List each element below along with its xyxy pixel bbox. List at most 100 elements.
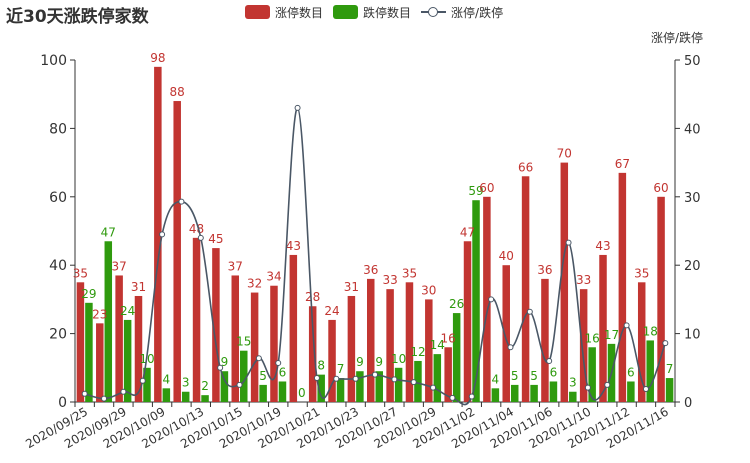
bar-limit-down — [510, 384, 519, 402]
legend-item-limit-down[interactable]: 跌停数目 — [333, 4, 411, 21]
bar-limit-up — [134, 295, 143, 402]
bar-label-limit-down: 5 — [511, 369, 519, 383]
bar-limit-down — [588, 347, 596, 402]
bar-label-limit-down: 2 — [201, 379, 209, 393]
bar-limit-up — [192, 237, 201, 402]
bar-limit-up — [444, 347, 452, 402]
bar-label-limit-up: 32 — [247, 277, 262, 291]
bar-limit-down — [220, 371, 229, 402]
line-ratio-point — [468, 393, 475, 400]
legend-swatch-limit-up — [245, 5, 270, 19]
line-ratio-point — [546, 357, 553, 364]
line-ratio-point — [217, 364, 224, 371]
bar-limit-up — [618, 172, 627, 402]
bar-label-limit-up: 43 — [286, 239, 301, 253]
bar-limit-down — [259, 384, 267, 402]
bar-limit-down — [317, 374, 325, 402]
y-right-tick-label: 10 — [684, 328, 701, 343]
bar-label-limit-down: 10 — [391, 352, 406, 366]
bar-label-limit-down: 5 — [530, 369, 538, 383]
bar-limit-down — [104, 241, 113, 402]
line-ratio-point — [275, 360, 282, 367]
bar-label-limit-down: 16 — [585, 331, 600, 345]
bar-label-limit-down: 26 — [449, 297, 464, 311]
legend-item-ratio[interactable]: 涨停/跌停 — [421, 4, 503, 21]
bar-limit-down — [336, 378, 345, 402]
bar-limit-up — [96, 323, 104, 402]
bar-label-limit-down: 24 — [120, 304, 135, 318]
chart-title: 近30天涨跌停家数 — [6, 7, 149, 27]
bar-limit-up — [502, 265, 510, 402]
bar-limit-down — [665, 378, 674, 402]
y-left-tick-label: 20 — [49, 327, 67, 343]
bar-label-limit-up: 16 — [441, 331, 456, 345]
bar-limit-up — [250, 292, 259, 402]
bar-limit-up — [154, 66, 162, 402]
bar-limit-down — [143, 367, 151, 402]
legend-item-limit-up[interactable]: 涨停数目 — [245, 4, 323, 21]
bar-limit-up — [599, 254, 607, 402]
bar-limit-down — [530, 384, 538, 402]
line-ratio-point — [430, 384, 437, 391]
bar-limit-down — [394, 367, 403, 402]
bar-limit-up — [212, 248, 220, 402]
bar-label-limit-down: 9 — [221, 355, 229, 369]
bar-limit-down — [452, 313, 461, 402]
bar-label-limit-down: 0 — [298, 386, 306, 400]
line-ratio-point — [604, 381, 611, 388]
bar-limit-down — [85, 302, 93, 402]
line-ratio-point — [139, 377, 146, 384]
legend-line-marker-icon — [421, 5, 447, 19]
line-ratio-point — [642, 386, 649, 393]
bar-label-limit-up: 28 — [305, 290, 320, 304]
bar-limit-down — [162, 388, 171, 402]
bar-limit-up — [231, 275, 240, 402]
bar-limit-down — [356, 371, 364, 402]
bar-label-limit-down: 3 — [182, 376, 190, 390]
bar-limit-down — [646, 340, 654, 402]
y-right-tick-label: 0 — [684, 396, 692, 411]
y-left-tick-label: 40 — [49, 258, 67, 274]
bar-label-limit-down: 4 — [163, 372, 171, 386]
line-ratio-point — [120, 388, 127, 395]
line-ratio-point — [197, 234, 204, 241]
bar-limit-up — [463, 241, 472, 402]
y-right-tick-label: 20 — [684, 259, 701, 274]
bar-label-limit-up: 36 — [537, 263, 552, 277]
bar-limit-down — [549, 381, 558, 402]
bar-label-limit-up: 98 — [150, 51, 165, 65]
bar-label-limit-up: 37 — [228, 259, 243, 273]
bar-limit-up — [76, 282, 85, 402]
bar-label-limit-up: 31 — [131, 280, 146, 294]
bar-limit-up — [270, 285, 278, 402]
bar-label-limit-down: 9 — [356, 355, 364, 369]
line-ratio-point — [565, 239, 572, 246]
y-right-tick-label: 50 — [684, 54, 701, 69]
bar-limit-down — [472, 200, 480, 402]
line-ratio-point — [236, 381, 243, 388]
bar-label-limit-up: 23 — [92, 307, 107, 321]
legend-label-limit-up: 涨停数目 — [275, 5, 324, 20]
bar-label-limit-up: 48 — [189, 222, 204, 236]
bar-limit-up — [347, 295, 356, 402]
y-left-tick-label: 100 — [40, 53, 67, 69]
bar-label-limit-up: 43 — [595, 239, 610, 253]
bar-label-limit-down: 59 — [468, 184, 483, 198]
bar-label-limit-up: 67 — [615, 157, 630, 171]
line-ratio-point — [391, 376, 398, 383]
bar-limit-down — [627, 381, 635, 402]
bar-label-limit-up: 35 — [73, 266, 88, 280]
bar-limit-up — [521, 176, 530, 402]
bar-limit-up — [657, 196, 665, 402]
bar-limit-up — [425, 299, 433, 402]
y-left-tick-label: 60 — [49, 190, 67, 206]
bar-label-limit-up: 37 — [111, 259, 126, 273]
line-ratio-point — [623, 322, 630, 329]
bar-limit-up — [328, 319, 336, 402]
bar-label-limit-up: 30 — [421, 283, 436, 297]
legend: 涨停数目 跌停数目 涨停/跌停 — [245, 3, 513, 21]
line-ratio-point — [178, 198, 185, 205]
line-ratio-point — [526, 308, 533, 315]
y-right-tick-label: 30 — [684, 191, 701, 206]
bar-limit-down — [278, 381, 287, 402]
